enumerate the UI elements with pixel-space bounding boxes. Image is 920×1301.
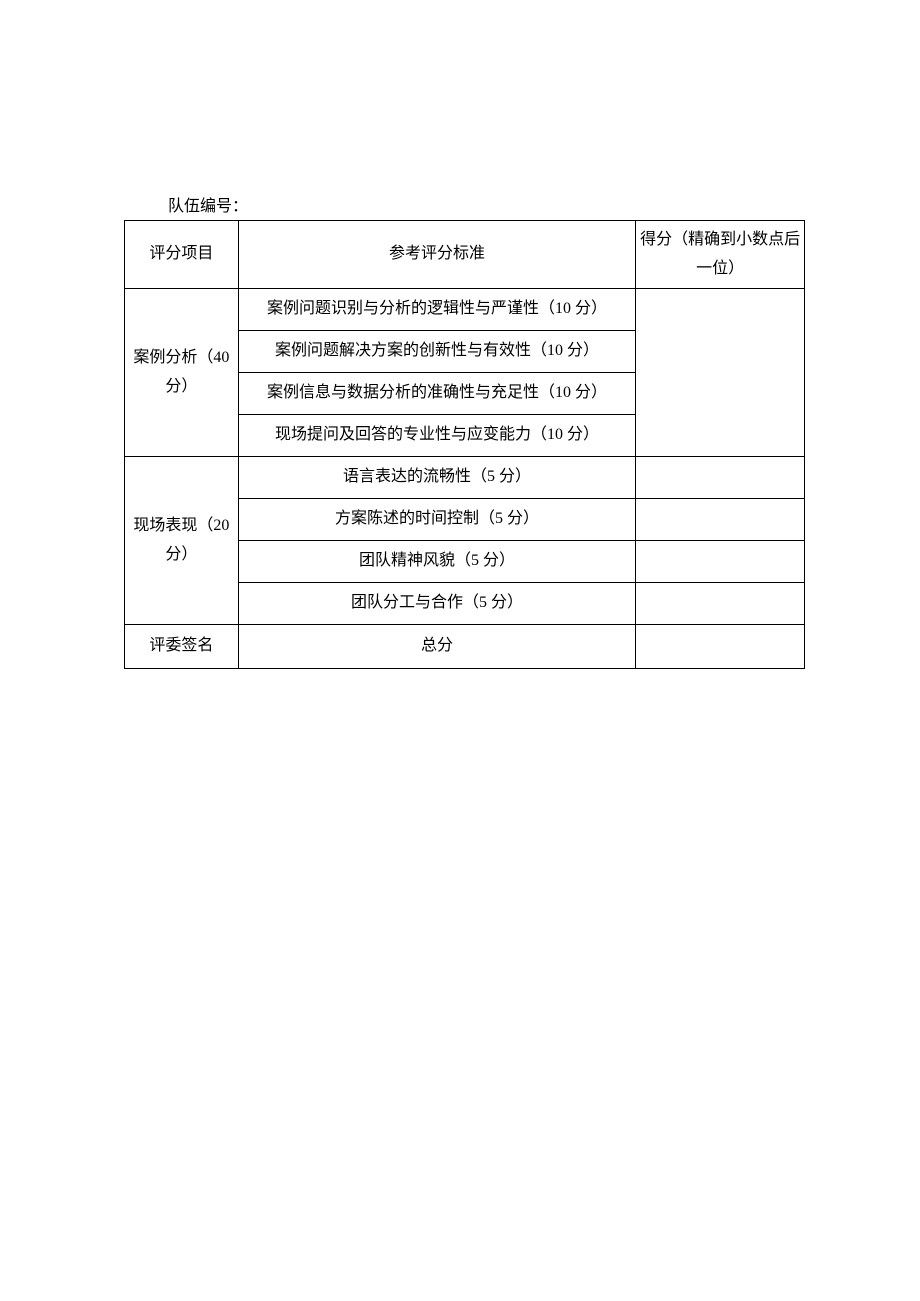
scoring-table: 评分项目 参考评分标准 得分（精确到小数点后一位） 案例分析（40 分） 案例问… bbox=[124, 220, 805, 669]
category-cell: 现场表现（20 分） bbox=[125, 457, 239, 625]
score-cell[interactable] bbox=[636, 499, 805, 541]
criteria-cell: 现场提问及回答的专业性与应变能力（10 分） bbox=[238, 415, 635, 457]
team-number-label: 队伍编号： bbox=[168, 192, 920, 216]
criteria-cell: 案例问题解决方案的创新性与有效性（10 分） bbox=[238, 331, 635, 373]
criteria-cell: 案例问题识别与分析的逻辑性与严谨性（10 分） bbox=[238, 289, 635, 331]
header-category: 评分项目 bbox=[125, 221, 239, 289]
criteria-cell: 方案陈述的时间控制（5 分） bbox=[238, 499, 635, 541]
criteria-cell: 团队分工与合作（5 分） bbox=[238, 583, 635, 625]
table-header-row: 评分项目 参考评分标准 得分（精确到小数点后一位） bbox=[125, 221, 805, 289]
criteria-cell: 语言表达的流畅性（5 分） bbox=[238, 457, 635, 499]
table-row: 现场表现（20 分） 语言表达的流畅性（5 分） bbox=[125, 457, 805, 499]
total-score-label: 总分 bbox=[238, 625, 635, 669]
category-cell: 案例分析（40 分） bbox=[125, 289, 239, 457]
judge-signature-label: 评委签名 bbox=[125, 625, 239, 669]
table-footer-row: 评委签名 总分 bbox=[125, 625, 805, 669]
score-cell[interactable] bbox=[636, 583, 805, 625]
header-score: 得分（精确到小数点后一位） bbox=[636, 221, 805, 289]
score-cell[interactable] bbox=[636, 457, 805, 499]
criteria-cell: 案例信息与数据分析的准确性与充足性（10 分） bbox=[238, 373, 635, 415]
criteria-cell: 团队精神风貌（5 分） bbox=[238, 541, 635, 583]
score-cell[interactable] bbox=[636, 289, 805, 457]
score-cell[interactable] bbox=[636, 541, 805, 583]
total-score-cell[interactable] bbox=[636, 625, 805, 669]
table-row: 案例分析（40 分） 案例问题识别与分析的逻辑性与严谨性（10 分） bbox=[125, 289, 805, 331]
header-criteria: 参考评分标准 bbox=[238, 221, 635, 289]
